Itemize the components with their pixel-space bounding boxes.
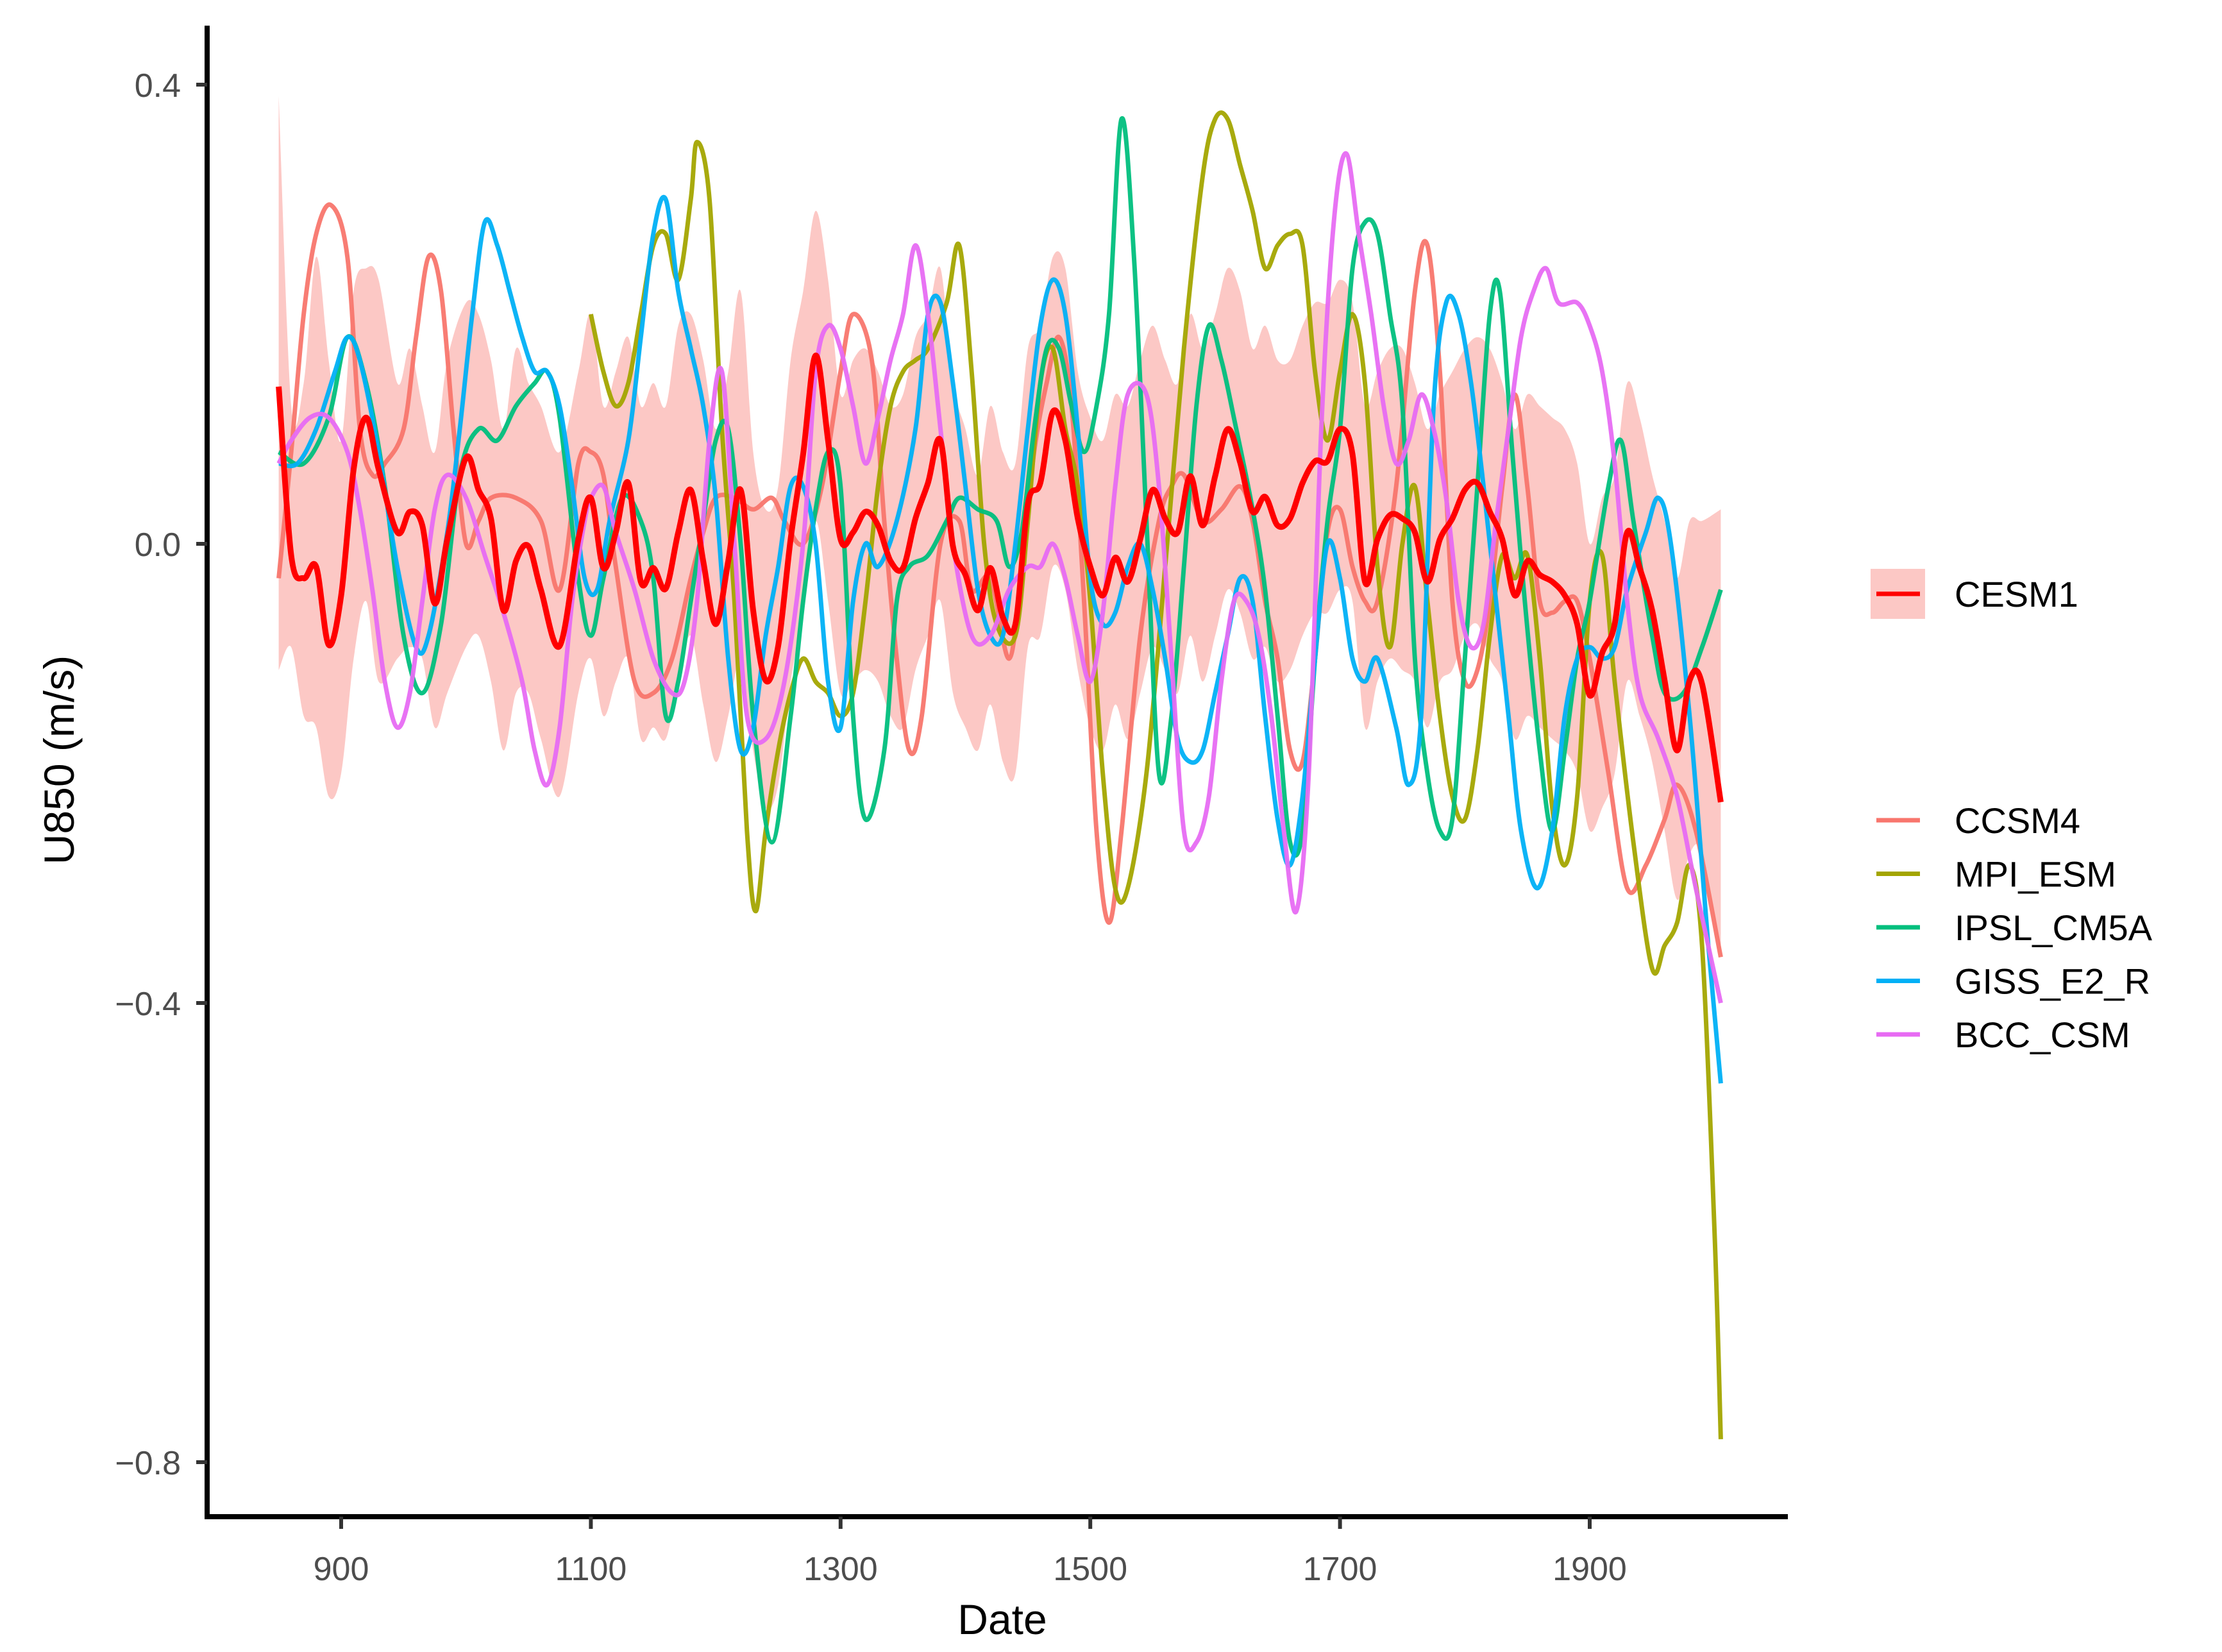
y-tick-label: 0.0 xyxy=(135,527,181,564)
y-tick-label: −0.8 xyxy=(115,1445,181,1482)
series-line-ccsm4 xyxy=(276,202,1723,958)
x-tick-label: 1900 xyxy=(1553,1551,1627,1588)
legend-label: GISS_E2_R xyxy=(1955,961,2150,1002)
y-axis-ticks: 0.4 0.0 −0.4 −0.8 xyxy=(115,67,207,1482)
legend-item-mpi-esm[interactable]: MPI_ESM xyxy=(1876,854,2116,895)
legend-item-giss-e2-r[interactable]: GISS_E2_R xyxy=(1876,961,2150,1002)
x-tick-label: 1700 xyxy=(1303,1551,1377,1588)
y-tick-label: −0.4 xyxy=(115,986,181,1023)
legend: CESM1 CCSM4 MPI_ESM IPSL_CM5A GISS_E2_R BCC_… xyxy=(1871,569,2153,1055)
axes: 0.4 0.0 −0.4 −0.8 900 1100 1300 1500 1700 1900 D… xyxy=(35,26,1788,1643)
legend-label: MPI_ESM xyxy=(1955,854,2116,895)
x-tick-label: 900 xyxy=(314,1551,369,1588)
series-line-bcc_csm xyxy=(276,151,1723,1004)
x-tick-label: 1100 xyxy=(555,1551,627,1588)
legend-label: IPSL_CM5A xyxy=(1955,907,2153,948)
legend-item-ccsm4[interactable]: CCSM4 xyxy=(1876,800,2080,841)
legend-label: CCSM4 xyxy=(1955,800,2080,841)
legend-label: CESM1 xyxy=(1955,574,2078,614)
legend-item-bcc-csm[interactable]: BCC_CSM xyxy=(1876,1015,2130,1055)
legend-item-cesm1[interactable]: CESM1 xyxy=(1871,569,2078,619)
series-line-giss_e2_r xyxy=(278,194,1723,1084)
x-axis-ticks: 900 1100 1300 1500 1700 1900 xyxy=(314,1517,1627,1588)
x-axis-title: Date xyxy=(957,1596,1047,1643)
series-line-cesm1 xyxy=(276,352,1724,803)
x-tick-label: 1500 xyxy=(1053,1551,1127,1588)
legend-item-ipsl-cm5a[interactable]: IPSL_CM5A xyxy=(1876,907,2153,948)
legend-line-group: CCSM4 MPI_ESM IPSL_CM5A GISS_E2_R BCC_CSM xyxy=(1876,800,2153,1055)
plot-area xyxy=(276,96,1724,1440)
y-axis-title: U850 (m/s) xyxy=(35,655,83,864)
x-tick-label: 1300 xyxy=(804,1551,878,1588)
y-tick-label: 0.4 xyxy=(135,67,181,105)
legend-label: BCC_CSM xyxy=(1955,1015,2130,1055)
